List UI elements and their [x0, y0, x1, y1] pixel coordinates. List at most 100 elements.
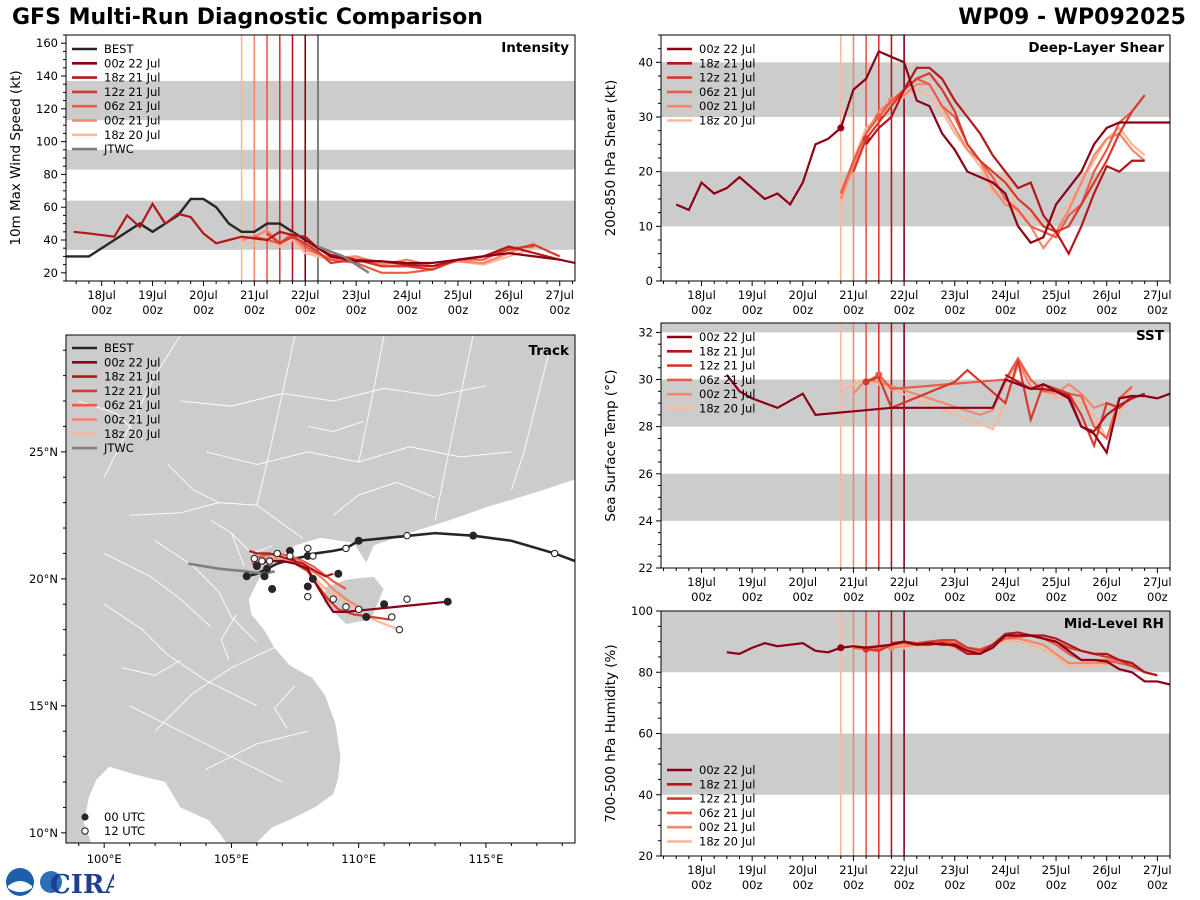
track-marker-12utc	[273, 549, 281, 558]
sst-x-tick-label: 20Jul 00z	[789, 575, 818, 604]
intensity-y-tick-label: 120	[36, 102, 58, 116]
sst-x-tick-label: 23Jul 00z	[940, 575, 969, 604]
track-marker-12utc	[258, 557, 266, 565]
track-lon-tick-label: 115°E	[468, 852, 503, 866]
rh-series-00z-22-Jul	[726, 634, 1170, 686]
intensity-panel-title: Intensity	[501, 40, 569, 56]
track-marker-12utc	[395, 625, 404, 634]
sst-y-tick-label: 22	[638, 561, 653, 575]
track-plot-area	[66, 335, 575, 843]
intensity-x-tick-label: 21Jul 00z	[240, 288, 269, 317]
rh-y-axis-label: 700-500 hPa Humidity (%)	[603, 644, 619, 822]
rh-legend-label: 18z 20 Jul	[699, 835, 756, 849]
rh-x-tick-label: 23Jul 00z	[940, 863, 969, 892]
panel-track: 100°E 105°E 110°E 115°E 10°N 15°N 20°N 25°N Trac…	[29, 334, 576, 866]
track-series-06z-21-Jul	[251, 552, 347, 590]
shear-legend-label: 12z 21 Jul	[699, 71, 756, 85]
shear-init-dot	[837, 124, 845, 132]
rh-x-tick-label: 21Jul 00z	[839, 863, 868, 892]
rh-x-tick-label: 25Jul 00z	[1042, 863, 1071, 892]
track-admin-border	[205, 730, 308, 770]
sst-legend-label: 18z 20 Jul	[699, 402, 756, 416]
intensity-legend-label: 18z 21 Jul	[104, 71, 161, 85]
intensity-x-tick-label: 27Jul 00z	[545, 288, 574, 317]
track-admin-border	[103, 335, 181, 478]
shear-x-tick-label: 25Jul 00z	[1042, 288, 1071, 317]
track-legend-label: 00z 21 Jul	[104, 413, 161, 427]
rh-y-tick-label: 80	[638, 665, 653, 679]
shear-legend-label: 06z 21 Jul	[699, 85, 756, 99]
track-marker-12utc	[250, 554, 259, 563]
track-marker-12utc	[550, 549, 559, 558]
intensity-jtwc-line	[317, 245, 370, 274]
intensity-y-tick-label: 100	[36, 135, 58, 149]
shear-x-tick-label: 21Jul 00z	[839, 288, 868, 317]
sst-x-tick-label: 26Jul 00z	[1092, 575, 1121, 604]
track-lon-tick-label: 105°E	[214, 852, 249, 866]
shear-panel-title: Deep-Layer Shear	[1028, 40, 1164, 56]
intensity-legend-label: 00z 22 Jul	[104, 56, 161, 70]
intensity-best-line	[66, 197, 306, 258]
track-gulf-water	[83, 766, 227, 843]
sst-band	[661, 323, 1170, 333]
sst-plot-area	[661, 323, 1170, 568]
track-admin-border	[103, 553, 212, 628]
sst-series-00z-22-Jul	[725, 374, 1170, 456]
intensity-x-tick-label: 22Jul 00z	[291, 288, 320, 317]
panel-shear: 0 10 20 30 40 18Jul 00z 19Jul 00z 20Jul 00z 21Jul 00…	[603, 34, 1172, 317]
track-admin-border	[307, 420, 364, 432]
sst-series-00z-21-Jul	[852, 358, 1120, 417]
shear-x-tick-label: 24Jul 00z	[991, 288, 1020, 317]
track-marker-00utc	[242, 572, 251, 581]
marker-legend-12utc-label: 12 UTC	[104, 824, 145, 838]
shear-plot-area	[661, 35, 1170, 281]
cira-globe-icon	[40, 871, 62, 893]
track-legend-label: 00z 22 Jul	[104, 355, 161, 369]
intensity-y-tick-label: 20	[43, 266, 58, 280]
intensity-band	[66, 149, 575, 170]
shear-x-tick-label: 18Jul 00z	[687, 288, 716, 317]
storm-id-title: WP09 - WP092025	[958, 5, 1186, 30]
intensity-legend-label: 18z 20 Jul	[104, 128, 161, 142]
track-marker-12utc	[342, 603, 350, 611]
shear-y-tick-label: 20	[638, 165, 653, 179]
sst-init-dot	[862, 378, 870, 386]
track-admin-border	[256, 335, 296, 506]
intensity-y-axis-label: 10m Max Wind Speed (kt)	[8, 70, 24, 245]
intensity-x-tick-label: 19Jul 00z	[138, 288, 167, 317]
sst-x-tick-label: 19Jul 00z	[738, 575, 767, 604]
track-admin-border	[510, 350, 550, 491]
sst-legend-label: 12z 21 Jul	[699, 359, 756, 373]
panel-sst: 22 24 26 28 30 32 18Jul 00z 19Jul 00z 20Jul 00z 21Ju…	[603, 322, 1172, 604]
track-admin-border	[434, 335, 474, 521]
shear-x-tick-label: 27Jul 00z	[1143, 288, 1172, 317]
sst-y-tick-label: 24	[638, 514, 653, 528]
panel-intensity: 20 40 60 80 100 120 140 160 18Jul 00z 19Jul 00z 20Ju…	[8, 34, 576, 317]
sst-y-tick-label: 28	[638, 420, 653, 434]
track-admin-border	[121, 659, 181, 676]
shear-x-tick-label: 22Jul 00z	[890, 288, 919, 317]
panel-rh: 20 40 60 80 100 18Jul 00z 19Jul 00z 20Jul 00z 21Jul…	[603, 604, 1172, 892]
track-admin-border	[274, 685, 296, 729]
rh-x-tick-label: 19Jul 00z	[738, 863, 767, 892]
rh-y-tick-label: 20	[638, 849, 653, 863]
track-lat-tick-label: 20°N	[29, 572, 58, 586]
sst-legend-label: 18z 21 Jul	[699, 344, 756, 358]
sst-init-dot	[875, 371, 883, 379]
track-admin-border	[103, 603, 258, 707]
track-marker-00utc	[354, 536, 363, 545]
rh-legend-label: 12z 21 Jul	[699, 792, 756, 806]
intensity-series-00z-21-Jul	[241, 228, 535, 268]
cira-logo: CIRA	[6, 868, 114, 898]
sst-band	[661, 473, 1170, 521]
track-marker-00utc	[362, 612, 371, 621]
track-marker-12utc	[403, 531, 411, 540]
rh-y-tick-label: 40	[638, 788, 653, 802]
intensity-legend-label: JTWC	[103, 142, 134, 156]
rh-init-dot	[837, 644, 845, 652]
track-marker-00utc	[263, 564, 272, 573]
intensity-x-tick-label: 26Jul 00z	[495, 288, 524, 317]
track-land	[66, 335, 575, 843]
